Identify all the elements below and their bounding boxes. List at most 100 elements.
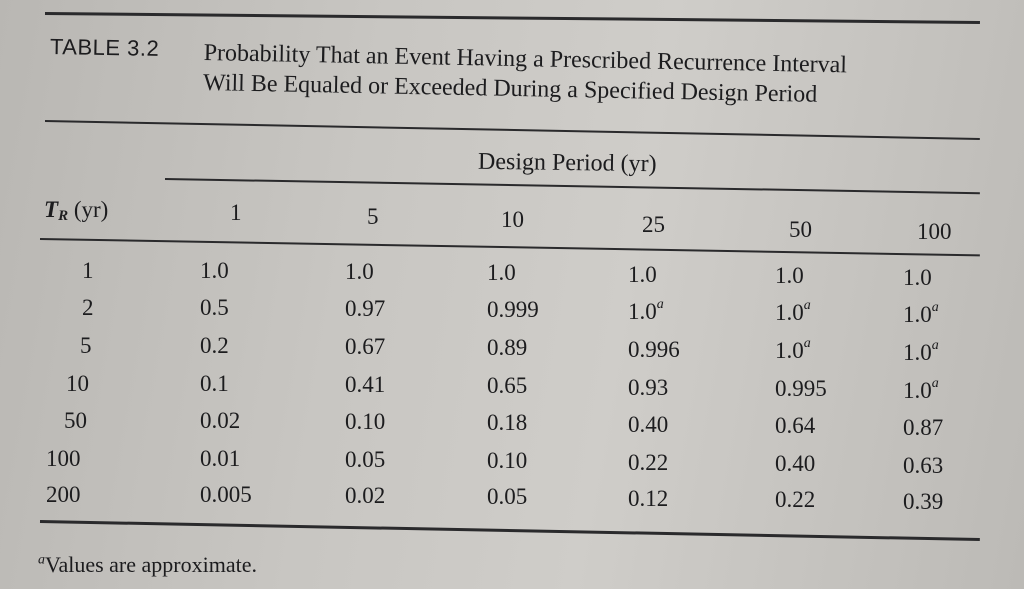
- cell-value: 1.0: [775, 263, 804, 288]
- cell-value: 0.1: [200, 371, 229, 396]
- table-cell: 0.64: [775, 413, 815, 439]
- table-cell: 1.0: [903, 265, 932, 291]
- column-spanner: Design Period (yr): [477, 148, 657, 178]
- row-header: TR (yr): [44, 197, 109, 224]
- cell-value: 1.0: [628, 261, 657, 287]
- cell-value: 0.5: [200, 295, 229, 320]
- cell-value: 0.005: [200, 482, 252, 507]
- cell-value: 0.39: [903, 488, 944, 514]
- cell-value: 0.41: [345, 372, 386, 398]
- cell-value: 1.0: [487, 260, 516, 286]
- cell-value: 0.97: [345, 296, 386, 322]
- cell-value: 0.05: [345, 447, 386, 473]
- cell-value: 0.01: [200, 446, 241, 471]
- footnote-marker: a: [803, 298, 811, 314]
- cell-value: 0.64: [775, 413, 816, 438]
- table-cell: 0.22: [628, 450, 668, 476]
- table-cell: 1.0: [345, 259, 374, 285]
- table-cell: 1.0: [200, 258, 229, 284]
- cell-value: 0.10: [487, 448, 528, 474]
- table-cell: 0.12: [628, 486, 668, 512]
- cell-value: 0.22: [775, 487, 816, 512]
- cell-value: 0.65: [487, 373, 528, 399]
- table-cell: 0.18: [487, 410, 527, 436]
- table-cell: 0.40: [628, 412, 668, 438]
- cell-value: 1.0: [200, 258, 229, 283]
- table-cell: 0.5: [200, 295, 229, 321]
- cell-value: 0.05: [487, 484, 528, 510]
- row-header-symbol: T: [44, 197, 59, 222]
- row-label-3: 10: [66, 371, 89, 396]
- cell-value: 0.67: [345, 334, 386, 360]
- spanner-rule: [164, 178, 980, 195]
- table-cell: 1.0: [775, 263, 804, 289]
- footnote-marker: a: [931, 299, 939, 315]
- footnote-marker: a: [803, 336, 811, 352]
- footnote-marker: a: [931, 375, 939, 391]
- column-header-1: 5: [367, 204, 379, 229]
- table-cell: 1.0: [628, 262, 657, 288]
- row-label-0: 1: [82, 258, 94, 283]
- table-cell: 0.05: [487, 484, 527, 510]
- title-rule: [44, 120, 980, 140]
- table-cell: 0.999: [487, 297, 539, 323]
- table-cell: 0.39: [903, 489, 943, 515]
- row-header-unit: (yr): [68, 197, 109, 222]
- table-cell: 0.05: [345, 447, 385, 473]
- cell-value: 0.18: [487, 410, 528, 436]
- table-cell: 0.97: [345, 296, 385, 322]
- cell-value: 0.02: [200, 408, 241, 433]
- table-cell: 0.87: [903, 415, 943, 441]
- table-cell: 1.0a: [903, 375, 939, 404]
- table-cell: 0.02: [345, 483, 385, 509]
- footnote-text: Values are approximate.: [45, 552, 257, 577]
- column-header-5: 100: [917, 219, 952, 244]
- cell-value: 0.63: [903, 452, 944, 478]
- bottom-rule: [39, 520, 980, 542]
- column-header-3: 25: [642, 212, 665, 237]
- cell-value: 0.2: [200, 333, 229, 358]
- row-label-1: 2: [82, 295, 94, 320]
- table-cell: 0.63: [903, 453, 943, 479]
- table-cell: 1.0a: [903, 299, 939, 328]
- table-cell: 0.65: [487, 373, 527, 399]
- table-cell: 0.67: [345, 334, 385, 360]
- row-label-6: 200: [46, 482, 81, 507]
- cell-value: 0.87: [903, 414, 944, 440]
- cell-value: 1.0: [775, 300, 804, 325]
- row-label-4: 50: [64, 408, 87, 433]
- column-header-4: 50: [789, 217, 812, 242]
- cell-value: 0.40: [628, 411, 669, 437]
- cell-value: 1.0: [903, 264, 932, 290]
- cell-value: 0.12: [628, 485, 669, 511]
- footnote: aValues are approximate.: [38, 552, 257, 578]
- footnote-marker: a: [656, 296, 664, 312]
- table-cell: 0.10: [487, 448, 527, 474]
- cell-value: 0.999: [487, 297, 539, 323]
- table-cell: 0.89: [487, 335, 527, 361]
- cell-value: 0.89: [487, 335, 528, 361]
- table-cell: 0.995: [775, 376, 827, 402]
- table-cell: 0.10: [345, 409, 385, 435]
- cell-value: 0.996: [628, 336, 680, 362]
- footnote-marker: a: [931, 337, 939, 353]
- row-header-subscript: R: [58, 208, 69, 224]
- cell-value: 1.0: [345, 259, 374, 285]
- column-header-2: 10: [501, 207, 524, 232]
- table-cell: 0.22: [775, 487, 815, 513]
- cell-value: 0.93: [628, 374, 669, 400]
- table-number: TABLE 3.2: [49, 34, 160, 61]
- table-cell: 1.0a: [903, 337, 939, 366]
- table-cell: 1.0a: [628, 296, 664, 325]
- row-label-2: 5: [80, 333, 92, 358]
- cell-value: 0.22: [628, 449, 669, 475]
- cell-value: 1.0: [775, 338, 804, 363]
- table-cell: 0.01: [200, 446, 240, 472]
- table-title: Probability That an Event Having a Presc…: [203, 38, 847, 110]
- cell-value: 1.0: [903, 377, 932, 403]
- table-cell: 0.41: [345, 372, 385, 398]
- cell-value: 1.0: [628, 298, 657, 324]
- table-cell: 0.1: [200, 371, 229, 397]
- table-cell: 1.0: [487, 260, 516, 286]
